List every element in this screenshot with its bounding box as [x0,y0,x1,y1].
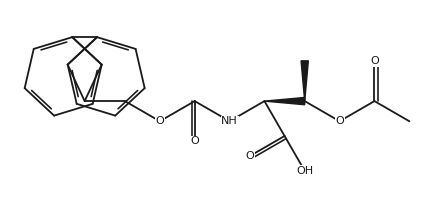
Text: NH: NH [221,116,238,126]
Text: OH: OH [296,166,313,176]
Polygon shape [264,98,305,105]
Text: O: O [245,151,254,161]
Text: O: O [370,56,379,66]
Text: O: O [191,136,199,146]
Text: O: O [335,116,344,126]
Text: O: O [155,116,164,126]
Polygon shape [301,61,308,101]
